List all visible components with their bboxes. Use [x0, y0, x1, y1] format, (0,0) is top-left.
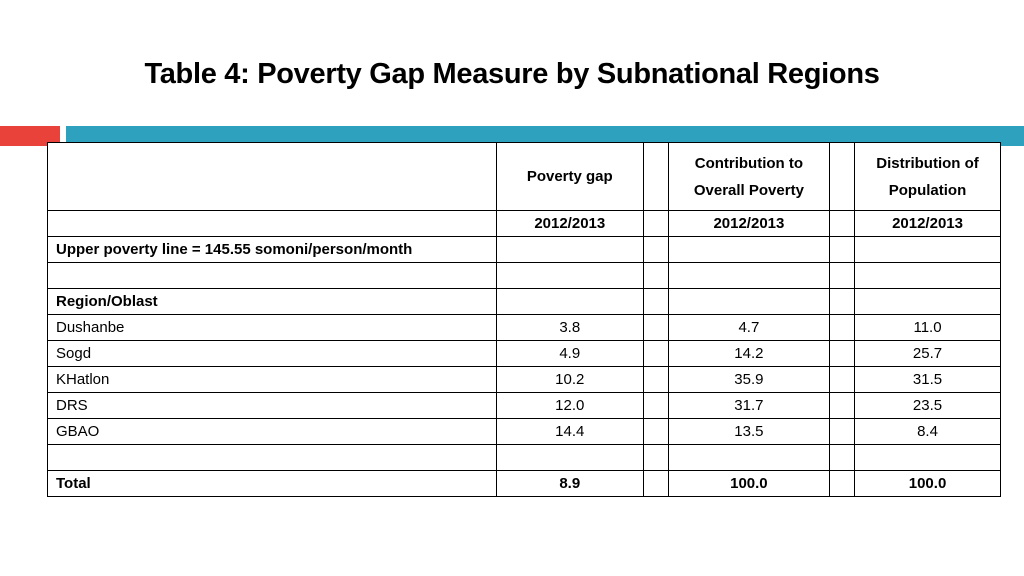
year-distribution: 2012/2013	[854, 210, 1001, 237]
accent-bar-blue	[66, 126, 1024, 146]
spacer-cell	[642, 210, 669, 237]
empty-cell	[667, 444, 830, 471]
table-row: DRS 12.0 31.7 23.5	[47, 392, 1001, 419]
total-distribution: 100.0	[854, 470, 1001, 497]
empty-cell	[854, 236, 1001, 263]
spacer-cell	[642, 340, 669, 367]
empty-cell	[495, 288, 644, 315]
spacer-cell	[828, 340, 856, 367]
distribution-value: 25.7	[854, 340, 1001, 367]
year-contribution: 2012/2013	[667, 210, 830, 237]
spacer-cell	[642, 444, 669, 471]
empty-cell	[667, 288, 830, 315]
poverty-gap-table: Poverty gap Contribution to Overall Pove…	[47, 142, 1001, 497]
spacer-cell	[642, 314, 669, 341]
spacer-cell	[642, 142, 669, 211]
distribution-value: 8.4	[854, 418, 1001, 445]
region-name: Dushanbe	[47, 314, 497, 341]
empty-cell	[47, 444, 497, 471]
poverty-gap-value: 14.4	[495, 418, 644, 445]
total-row: Total 8.9 100.0 100.0	[47, 470, 1001, 497]
spacer-cell	[828, 142, 856, 211]
contribution-value: 35.9	[667, 366, 830, 393]
distribution-value: 23.5	[854, 392, 1001, 419]
spacer-cell	[828, 288, 856, 315]
spacer-cell	[828, 366, 856, 393]
table-row: Dushanbe 3.8 4.7 11.0	[47, 314, 1001, 341]
poverty-line-row: Upper poverty line = 145.55 somoni/perso…	[47, 236, 1001, 263]
total-label: Total	[47, 470, 497, 497]
poverty-gap-value: 3.8	[495, 314, 644, 341]
spacer-cell	[828, 210, 856, 237]
region-name: Sogd	[47, 340, 497, 367]
header-distribution: Distribution of Population	[854, 142, 1001, 211]
spacer-cell	[828, 236, 856, 263]
header-blank-cell	[47, 142, 497, 211]
blank-row	[47, 262, 1001, 289]
year-row: 2012/2013 2012/2013 2012/2013	[47, 210, 1001, 237]
empty-cell	[495, 236, 644, 263]
year-blank-cell	[47, 210, 497, 237]
spacer-cell	[642, 366, 669, 393]
empty-cell	[854, 444, 1001, 471]
region-name: GBAO	[47, 418, 497, 445]
distribution-value: 31.5	[854, 366, 1001, 393]
region-name: DRS	[47, 392, 497, 419]
contribution-value: 13.5	[667, 418, 830, 445]
spacer-cell	[828, 418, 856, 445]
spacer-cell	[828, 314, 856, 341]
spacer-cell	[642, 392, 669, 419]
contribution-value: 4.7	[667, 314, 830, 341]
accent-bar-red	[0, 126, 60, 146]
header-contribution: Contribution to Overall Poverty	[667, 142, 830, 211]
contribution-value: 14.2	[667, 340, 830, 367]
poverty-gap-value: 12.0	[495, 392, 644, 419]
spacer-cell	[642, 470, 669, 497]
empty-cell	[667, 262, 830, 289]
region-name: KHatlon	[47, 366, 497, 393]
section-row: Region/Oblast	[47, 288, 1001, 315]
year-poverty-gap: 2012/2013	[495, 210, 644, 237]
empty-cell	[47, 262, 497, 289]
spacer-cell	[642, 418, 669, 445]
table-row: Sogd 4.9 14.2 25.7	[47, 340, 1001, 367]
empty-cell	[495, 444, 644, 471]
contribution-value: 31.7	[667, 392, 830, 419]
spacer-cell	[642, 262, 669, 289]
poverty-gap-value: 10.2	[495, 366, 644, 393]
table-row: KHatlon 10.2 35.9 31.5	[47, 366, 1001, 393]
spacer-cell	[642, 288, 669, 315]
spacer-cell	[828, 262, 856, 289]
empty-cell	[495, 262, 644, 289]
poverty-gap-value: 4.9	[495, 340, 644, 367]
empty-cell	[667, 236, 830, 263]
spacer-cell	[828, 470, 856, 497]
distribution-value: 11.0	[854, 314, 1001, 341]
header-row: Poverty gap Contribution to Overall Pove…	[47, 142, 1001, 211]
empty-cell	[854, 288, 1001, 315]
section-label: Region/Oblast	[47, 288, 497, 315]
spacer-cell	[828, 444, 856, 471]
spacer-cell	[642, 236, 669, 263]
header-poverty-gap: Poverty gap	[495, 142, 644, 211]
spacer-cell	[828, 392, 856, 419]
total-poverty-gap: 8.9	[495, 470, 644, 497]
total-contribution: 100.0	[667, 470, 830, 497]
blank-row	[47, 444, 1001, 471]
page-title: Table 4: Poverty Gap Measure by Subnatio…	[144, 58, 880, 90]
table-row: GBAO 14.4 13.5 8.4	[47, 418, 1001, 445]
poverty-line-label: Upper poverty line = 145.55 somoni/perso…	[47, 236, 497, 263]
empty-cell	[854, 262, 1001, 289]
